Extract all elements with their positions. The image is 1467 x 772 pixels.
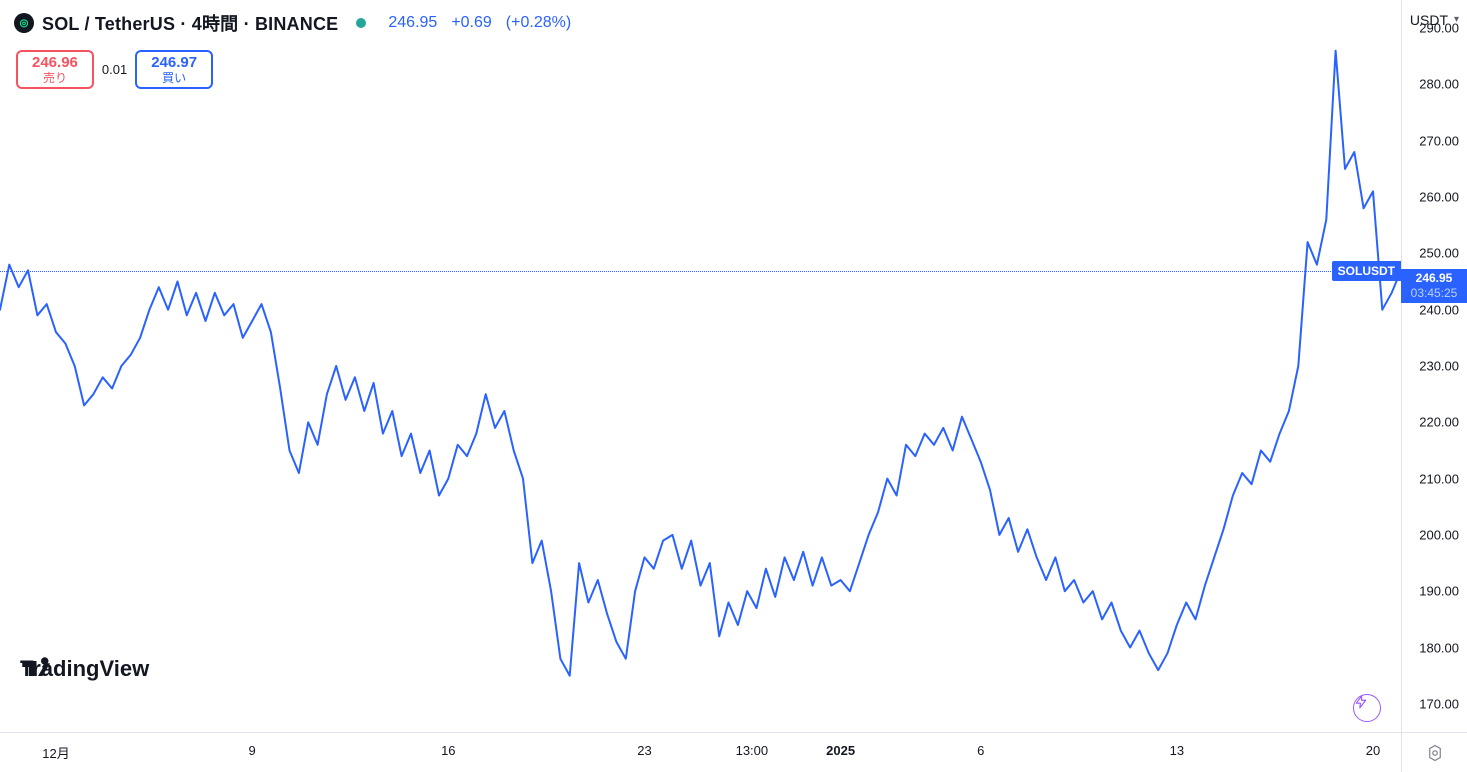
axis-settings-button[interactable] (1401, 732, 1467, 772)
coin-icon: ◎ (14, 13, 34, 33)
y-axis-tick: 290.00 (1419, 21, 1459, 36)
quote-row: 246.96 売り 0.01 246.97 買い (16, 50, 213, 89)
x-axis-tick: 2025 (826, 743, 855, 758)
symbol-flag: SOLUSDT (1332, 261, 1401, 281)
tradingview-logo: TradingView (20, 656, 149, 682)
y-axis-tick: 180.00 (1419, 640, 1459, 655)
x-axis-tick: 13 (1170, 743, 1184, 758)
y-axis-tick: 200.00 (1419, 527, 1459, 542)
x-axis-tick: 23 (637, 743, 651, 758)
price-change-absolute: +0.69 (451, 14, 491, 32)
current-price-value: 246.95 (1405, 271, 1463, 286)
buy-button[interactable]: 246.97 買い (135, 50, 213, 89)
y-axis[interactable]: USDT ▾ 170.00180.00190.00200.00210.00220… (1401, 0, 1467, 732)
y-axis-tick: 240.00 (1419, 302, 1459, 317)
sell-label: 売り (32, 72, 78, 85)
y-axis-tick: 190.00 (1419, 584, 1459, 599)
price-chart[interactable]: TradingView (0, 0, 1401, 732)
buy-price: 246.97 (151, 55, 197, 72)
chart-header: ◎ SOL / TetherUS · 4時間 · BINANCE 246.95 … (0, 0, 1467, 46)
y-axis-tick: 230.00 (1419, 359, 1459, 374)
bar-countdown: 03:45:25 (1405, 286, 1463, 301)
bolt-icon (1354, 695, 1368, 709)
current-price-line (0, 271, 1401, 272)
sell-price: 246.96 (32, 55, 78, 72)
y-axis-tick: 220.00 (1419, 415, 1459, 430)
x-axis-tick: 9 (249, 743, 256, 758)
sell-button[interactable]: 246.96 売り (16, 50, 94, 89)
price-change-percent: (+0.28%) (506, 14, 571, 32)
bid-ask-spread: 0.01 (102, 62, 127, 77)
y-axis-tick: 280.00 (1419, 77, 1459, 92)
x-axis-tick: 6 (977, 743, 984, 758)
market-status-dot (356, 18, 366, 28)
y-axis-tick: 210.00 (1419, 471, 1459, 486)
last-price: 246.95 (388, 14, 437, 32)
current-price-flag[interactable]: 246.95 03:45:25 (1401, 269, 1467, 303)
y-axis-tick: 250.00 (1419, 246, 1459, 261)
buy-label: 買い (151, 72, 197, 85)
y-axis-tick: 170.00 (1419, 696, 1459, 711)
y-axis-tick: 260.00 (1419, 190, 1459, 205)
x-axis-tick: 20 (1366, 743, 1380, 758)
flash-button[interactable] (1353, 694, 1381, 722)
symbol-flag-text: SOLUSDT (1338, 264, 1395, 278)
x-axis[interactable]: 12月 9 16 23 13:00 2025 6 13 20 (0, 732, 1401, 772)
x-axis-tick: 13:00 (736, 743, 769, 758)
x-axis-tick: 12月 (42, 743, 69, 762)
x-axis-tick: 16 (441, 743, 455, 758)
y-axis-tick: 270.00 (1419, 133, 1459, 148)
settings-icon (1426, 744, 1444, 762)
tradingview-mark-icon (20, 656, 50, 678)
chart-title[interactable]: SOL / TetherUS · 4時間 · BINANCE (42, 10, 338, 36)
